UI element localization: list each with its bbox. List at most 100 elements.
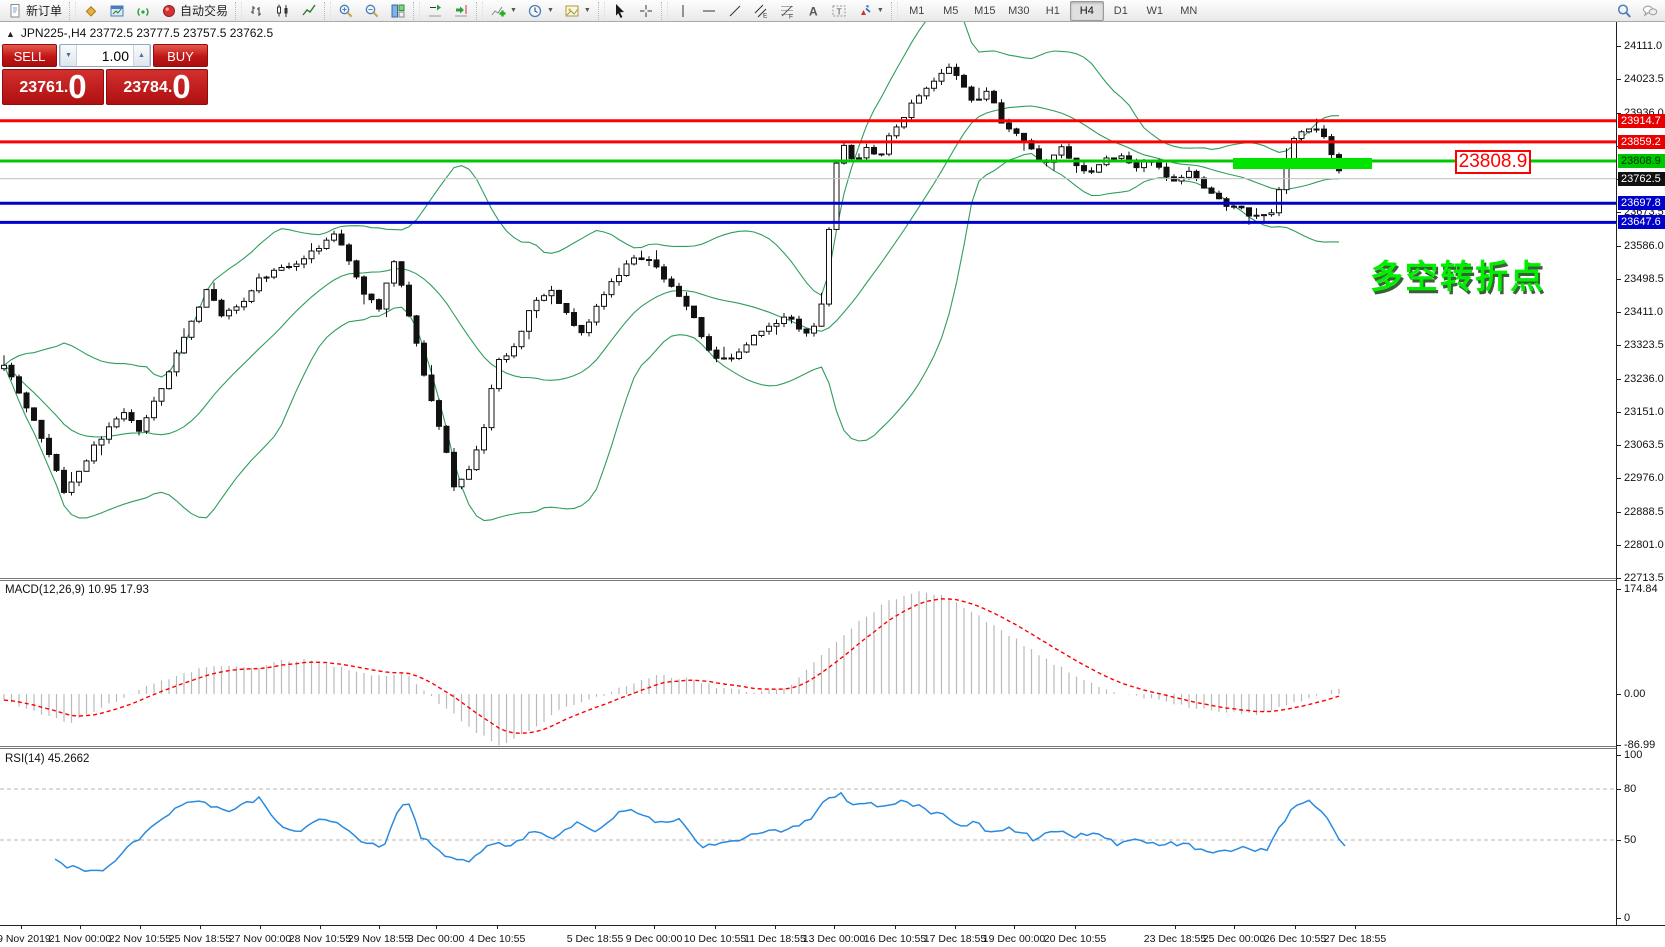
macd-tick-label: 0.00 — [1624, 688, 1646, 700]
indicators-dropdown-icon[interactable]: ▼ — [510, 7, 517, 14]
buy-price-big-digit: 0 — [172, 68, 191, 105]
svg-text:T: T — [836, 6, 841, 16]
trendline-button[interactable] — [722, 0, 748, 22]
timeframe-M5[interactable]: M5 — [943, 4, 959, 17]
signals-button[interactable] — [130, 0, 156, 22]
volume-increase-button[interactable]: ▲ — [133, 45, 150, 66]
horizontal-line-icon — [701, 3, 717, 19]
auto-trading-button[interactable]: 自动交易 — [156, 0, 233, 22]
auto-scroll-button[interactable] — [448, 0, 474, 22]
price-tick-mark — [1617, 918, 1621, 919]
price-tick-mark — [1617, 112, 1621, 114]
price-tick-mark — [1617, 79, 1621, 81]
macd-panel[interactable] — [3, 591, 1340, 746]
open-charts-icon — [109, 3, 125, 19]
text-button[interactable]: A — [800, 0, 826, 22]
timeframe-M15[interactable]: M15 — [974, 4, 996, 17]
price-tick-label: 22976.0 — [1624, 472, 1664, 485]
pane-separator-macd[interactable] — [0, 578, 1665, 581]
line-chart-mode-button[interactable] — [296, 0, 322, 22]
search-button[interactable] — [1611, 0, 1637, 22]
horizontal-line-button[interactable] — [696, 0, 722, 22]
crosshair-button[interactable] — [633, 0, 659, 22]
price-tick-mark — [1617, 694, 1621, 695]
main-chart[interactable] — [0, 22, 1616, 925]
search-icon — [1616, 3, 1632, 19]
time-tick-label: 3 Dec 00:00 — [407, 933, 465, 945]
volume-decrease-button[interactable]: ▼ — [60, 45, 77, 66]
equidistant-channel-button[interactable]: E — [748, 0, 774, 22]
turning-point-label[interactable]: 多空转折点 — [1370, 258, 1545, 295]
pane-separator-rsi[interactable] — [0, 746, 1665, 749]
chart-title: ▲ JPN225-,H4 23772.5 23777.5 23757.5 2376… — [6, 26, 273, 40]
price-tick-label: 22888.5 — [1624, 505, 1664, 518]
tile-windows-button[interactable] — [385, 0, 411, 22]
chat-button[interactable] — [1637, 0, 1663, 22]
time-tick-label: 20 Dec 10:55 — [1043, 933, 1107, 945]
text-label-button[interactable]: T — [826, 0, 852, 22]
arrows-button[interactable]: ▼ — [852, 0, 889, 22]
price-tick-mark — [1617, 278, 1621, 280]
toolbar-separator — [324, 1, 332, 20]
text-icon: A — [805, 3, 821, 19]
price-tick-label: 24023.5 — [1624, 73, 1664, 86]
sell-price-display[interactable]: 23761. 0 — [2, 69, 104, 105]
zoom-out-button[interactable] — [359, 0, 385, 22]
open-charts-button[interactable] — [104, 0, 130, 22]
buy-price-display[interactable]: 23784. 0 — [106, 69, 208, 105]
sell-button[interactable]: SELL — [2, 44, 57, 67]
timeframe-MN[interactable]: MN — [1180, 4, 1198, 17]
price-tick-mark — [1617, 840, 1621, 841]
time-tick-mark — [80, 926, 81, 929]
timeframe-W1[interactable]: W1 — [1146, 4, 1164, 17]
buy-button[interactable]: BUY — [153, 44, 208, 67]
templates-button[interactable]: ▼ — [559, 0, 596, 22]
price-axis[interactable]: 24111.024023.523936.023848.523761.023673… — [1616, 22, 1665, 925]
bar-chart-mode-button[interactable] — [244, 0, 270, 22]
templates-icon — [564, 3, 580, 19]
periods-dropdown-icon[interactable]: ▼ — [546, 7, 554, 14]
chart-shift-icon — [427, 3, 443, 19]
new-order-button[interactable]: 新订单 — [2, 0, 67, 22]
price-tick-mark — [1617, 212, 1621, 214]
templates-dropdown-icon[interactable]: ▼ — [583, 7, 591, 14]
indicators-button[interactable]: ▼ — [485, 0, 522, 22]
time-tick-label: 10 Dec 10:55 — [683, 933, 747, 945]
vertical-line-button[interactable] — [670, 0, 696, 22]
timeframe-H1[interactable]: H1 — [1045, 4, 1060, 17]
collapse-panel-icon[interactable]: ▲ — [6, 29, 15, 39]
timeframe-D1[interactable]: D1 — [1113, 4, 1128, 17]
time-tick-mark — [1175, 926, 1176, 929]
toolbar-separator — [597, 1, 605, 20]
one-click-trade-panel: SELL ▼ ▲ BUY 23761.0 23784.0 — [2, 44, 208, 105]
volume-input[interactable] — [77, 45, 133, 66]
mql-community-button[interactable] — [78, 0, 104, 22]
time-tick-label: 29 Nov 18:55 — [347, 933, 411, 945]
price-tick-mark — [1617, 245, 1621, 247]
arrows-dropdown-icon[interactable]: ▼ — [876, 7, 884, 14]
time-tick-mark — [654, 926, 655, 929]
candlestick-mode-button[interactable] — [270, 0, 296, 22]
cursor-button[interactable] — [607, 0, 633, 22]
time-tick-label: 21 Nov 00:00 — [48, 933, 112, 945]
chart-window[interactable]: ▲ JPN225-,H4 23772.5 23777.5 23757.5 2376… — [0, 22, 1665, 947]
periods-button[interactable]: ▼ — [522, 0, 559, 22]
time-tick-mark — [1355, 926, 1356, 929]
price-annotation-box[interactable]: 23808.9 — [1455, 150, 1531, 174]
line-chart-mode-icon — [301, 3, 317, 19]
timeframe-M1[interactable]: M1 — [909, 4, 925, 17]
time-tick-mark — [834, 926, 835, 929]
timeframe-M30[interactable]: M30 — [1008, 4, 1030, 17]
price-tick-label: 23063.5 — [1624, 439, 1664, 451]
fibonacci-button[interactable]: F — [774, 0, 800, 22]
timeframe-H4[interactable]: H4 — [1069, 0, 1104, 21]
time-tick-label: 19 Dec 00:00 — [982, 933, 1046, 945]
volume-control: ▼ ▲ — [59, 44, 151, 67]
highlight-zone-rectangle[interactable] — [1233, 158, 1372, 169]
level-price-label: 23914.7 — [1618, 113, 1665, 128]
rsi-panel[interactable] — [0, 788, 1616, 873]
zoom-in-button[interactable] — [333, 0, 359, 22]
level-price-label: 23859.2 — [1618, 134, 1665, 149]
chart-shift-button[interactable] — [422, 0, 448, 22]
